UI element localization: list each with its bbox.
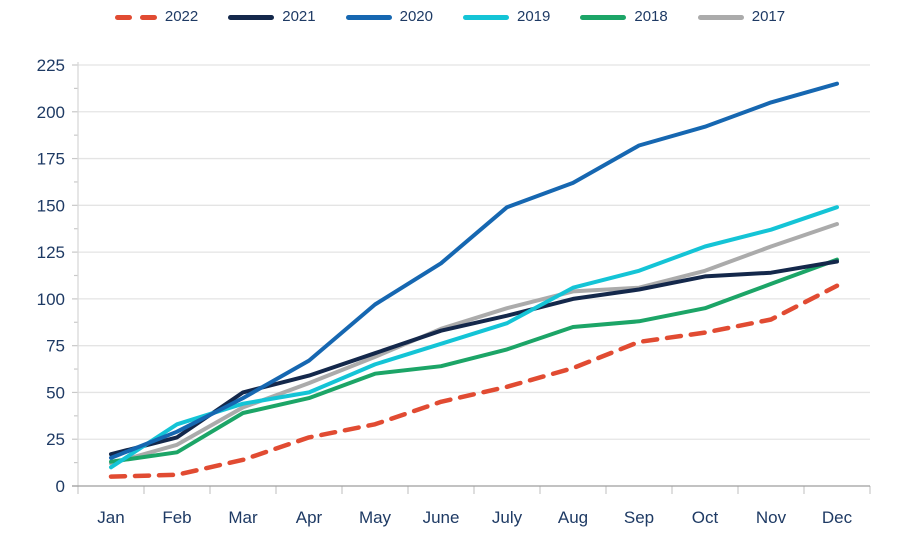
x-axis-label-July: July [492, 508, 523, 527]
x-axis-label-Apr: Apr [296, 508, 323, 527]
series-line-2022 [108, 283, 840, 479]
x-axis-label-Nov: Nov [756, 508, 787, 527]
legend-line-sample [697, 15, 744, 20]
legend-line-sample [228, 15, 275, 20]
x-axis-label-Dec: Dec [822, 508, 853, 527]
legend-label: 2020 [399, 8, 433, 25]
legend-item-2019: 2019 [463, 8, 551, 25]
legend-dash-segment [114, 15, 132, 20]
y-axis-label-225: 225 [37, 56, 65, 75]
x-axis-label-Jan: Jan [97, 508, 124, 527]
legend-label: 2019 [517, 8, 551, 25]
y-axis-label-150: 150 [37, 196, 65, 215]
legend-item-2017: 2017 [697, 8, 786, 25]
chart-legend: 2022 2021 2020 2019 2018 2017 [0, 8, 900, 25]
x-axis-label-Aug: Aug [558, 508, 588, 527]
legend-item-2021: 2021 [228, 8, 316, 25]
series-line-2018 [109, 257, 839, 464]
legend-label: 2022 [164, 8, 199, 25]
legend-item-2018: 2018 [580, 8, 668, 25]
legend-swatch-2017 [697, 15, 744, 20]
legend-swatch-2022 [114, 15, 157, 20]
y-axis-label-0: 0 [56, 477, 65, 496]
y-axis-label-100: 100 [37, 290, 65, 309]
legend-dash-segment [139, 15, 157, 20]
x-axis-label-Feb: Feb [162, 508, 191, 527]
x-axis-label-Oct: Oct [692, 508, 719, 527]
series-line-2021 [109, 259, 839, 457]
legend-item-2022: 2022 [114, 8, 199, 25]
x-axis-label-Sep: Sep [624, 508, 654, 527]
y-axis-label-25: 25 [46, 430, 65, 449]
series-line-2019 [109, 205, 839, 470]
y-axis-label-125: 125 [37, 243, 65, 262]
y-axis-label-50: 50 [46, 383, 65, 402]
y-axis-label-175: 175 [37, 150, 65, 169]
x-axis-label-June: June [423, 508, 460, 527]
legend-swatch-2019 [463, 15, 509, 20]
legend-label: 2017 [751, 8, 786, 25]
legend-line-sample [463, 15, 509, 20]
legend-label: 2021 [282, 8, 316, 25]
legend-swatch-2020 [345, 15, 392, 20]
legend-line-sample [580, 15, 627, 20]
legend-item-2020: 2020 [345, 8, 433, 25]
legend-line-sample [345, 15, 392, 20]
legend-label: 2018 [634, 8, 668, 25]
legend-swatch-2021 [228, 15, 275, 20]
legend-swatch-2018 [580, 15, 627, 20]
y-axis-label-200: 200 [37, 103, 65, 122]
series-line-2017 [109, 222, 839, 466]
y-axis-label-75: 75 [46, 337, 65, 356]
series-line-2020 [109, 81, 839, 460]
x-axis-label-Mar: Mar [228, 508, 258, 527]
x-axis-label-May: May [359, 508, 392, 527]
